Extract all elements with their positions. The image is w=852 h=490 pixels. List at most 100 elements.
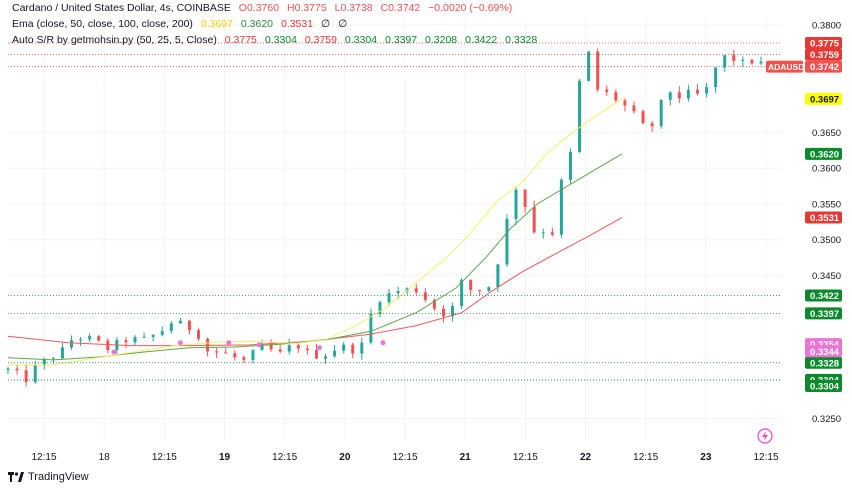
time-tick-label: 18 xyxy=(99,452,111,463)
candle-body xyxy=(523,189,527,207)
legend-title-row: Cardano / United States Dollar, 4s, COIN… xyxy=(12,0,542,16)
candle-down xyxy=(695,84,699,96)
candle-down xyxy=(215,347,219,359)
candle-body xyxy=(251,350,255,360)
candle-up xyxy=(741,56,745,67)
sr-marker-dot xyxy=(256,342,262,348)
support-resistance-levels xyxy=(8,42,782,381)
brand-name: TradingView xyxy=(28,471,89,483)
candle-body xyxy=(451,305,455,317)
support-price-tag: 0.3328 xyxy=(805,356,842,369)
price-tag-label: 0.3422 xyxy=(810,291,839,302)
candle-body xyxy=(478,289,482,292)
legend-ema-row[interactable]: Ema (close, 50, close, 100, close, 200) … xyxy=(12,16,542,32)
candle-body xyxy=(487,287,491,292)
candle-body xyxy=(741,59,745,61)
candle-down xyxy=(242,355,246,364)
ohlc-low: L0.3738 xyxy=(334,2,373,14)
time-tick-label: 20 xyxy=(339,452,351,463)
candle-up xyxy=(387,288,391,307)
candle-body xyxy=(605,89,609,93)
candle-up xyxy=(169,320,173,334)
price-tag-label: 0.3697 xyxy=(810,94,839,105)
ema-price-tag: 0.3697 xyxy=(805,92,842,105)
candle-down xyxy=(605,85,609,96)
candle-body xyxy=(233,353,237,358)
candle-up xyxy=(587,51,591,82)
ema-value-5: ∅ xyxy=(338,18,348,30)
candle-up xyxy=(487,286,491,292)
candle-body xyxy=(714,67,718,88)
candle-body xyxy=(342,344,346,351)
candle-down xyxy=(478,289,482,296)
candle-body xyxy=(432,299,436,309)
candle-body xyxy=(396,291,400,294)
candle-down xyxy=(314,344,318,360)
legend-sr-row[interactable]: Auto S/R by getmohsin.py (50, 25, 5, Clo… xyxy=(12,32,542,48)
candle-down xyxy=(15,364,19,375)
candle-body xyxy=(60,347,64,359)
candle-up xyxy=(342,342,346,354)
price-tag-label: 0.3397 xyxy=(810,309,839,320)
sr-value-6: 0.3208 xyxy=(425,34,458,46)
ema-price-tag: 0.3531 xyxy=(805,211,842,224)
time-tick-label: 12:15 xyxy=(272,452,297,463)
candle-down xyxy=(523,189,527,213)
price-tag-bg xyxy=(805,356,842,369)
candle-up xyxy=(251,348,255,364)
candle-up xyxy=(668,91,672,106)
grid-lines xyxy=(8,18,782,440)
last-price-tag: 0.3742 xyxy=(805,60,842,73)
candle-body xyxy=(369,313,373,343)
candle-up xyxy=(33,360,37,385)
candle-body xyxy=(360,342,364,354)
candle-body xyxy=(15,368,19,371)
candle-up xyxy=(505,214,509,267)
candle-body xyxy=(324,356,328,359)
candle-up xyxy=(333,345,337,358)
candle-down xyxy=(596,48,600,92)
candle-body xyxy=(197,330,201,339)
replay-lightning-icon[interactable] xyxy=(757,428,773,444)
time-axis: 12:15 18 12:15 19 12:15 20 12:15 21 12:15 22 12:15… xyxy=(31,452,778,463)
candle-down xyxy=(632,101,636,114)
candle-down xyxy=(124,337,128,348)
candle-body xyxy=(460,280,464,306)
symbol-badge: ADAUSD xyxy=(766,60,804,73)
candle-up xyxy=(160,326,164,337)
candle-up xyxy=(79,337,83,347)
price-tag-bg xyxy=(805,147,842,160)
candle-body xyxy=(51,358,55,360)
tradingview-logo[interactable]: TradingView xyxy=(8,471,89,483)
time-tick-label: 12:15 xyxy=(152,452,177,463)
candle-up xyxy=(723,55,727,72)
candle-body xyxy=(79,339,83,341)
candle-body xyxy=(414,288,418,293)
candle-body xyxy=(596,51,600,90)
candle-body xyxy=(33,365,37,383)
price-tag-bg xyxy=(805,211,842,224)
candle-body xyxy=(160,330,164,335)
candle-down xyxy=(414,283,418,296)
candle-body xyxy=(668,92,672,100)
candle-up xyxy=(714,67,718,93)
candle-body xyxy=(305,348,309,351)
sr-value-3: 0.3759 xyxy=(304,34,337,46)
candle-body xyxy=(187,320,191,331)
price-axis: 0.3800 0.3650 0.3600 0.3550 0.3500 0.3450 0.32… xyxy=(805,21,842,425)
price-tick-label: 0.3450 xyxy=(812,271,841,282)
candle-up xyxy=(151,334,155,342)
candle-up xyxy=(6,366,10,374)
sr-label: Auto S/R by getmohsin.py (50, 25, 5, Clo… xyxy=(12,34,217,46)
candle-down xyxy=(351,342,355,359)
candle-down xyxy=(469,279,473,296)
ohlc-change: −0.0020 (−0.69%) xyxy=(428,2,513,14)
candle-body xyxy=(632,105,636,112)
time-tick-label: 23 xyxy=(700,452,712,463)
candle-body xyxy=(24,370,28,383)
price-tag-bg xyxy=(805,48,842,61)
candle-body xyxy=(351,344,355,354)
ema-100-line xyxy=(7,153,623,361)
